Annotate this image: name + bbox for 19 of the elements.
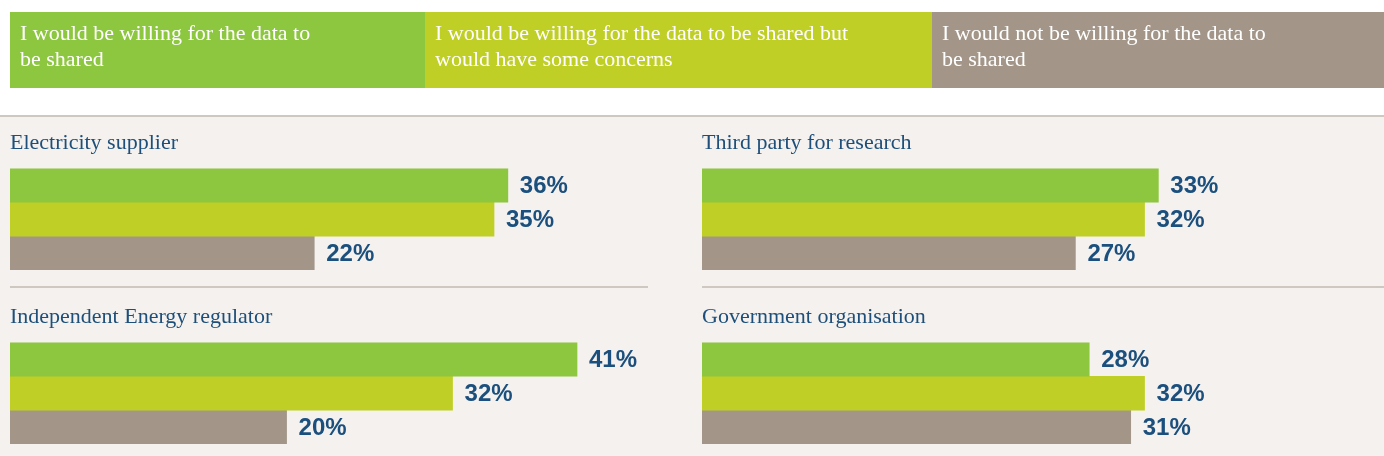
data-label: 27%: [1087, 238, 1136, 266]
chart-title: Government organisation: [702, 302, 926, 328]
chart-title: Third party for research: [702, 128, 912, 154]
chart-title: Electricity supplier: [10, 128, 179, 154]
data-label: 20%: [298, 412, 347, 440]
data-label: 36%: [519, 170, 568, 198]
text: I would be willing for the data to be shared but would have some concerns: [425, 12, 932, 88]
data-label: 28%: [1101, 344, 1150, 372]
data-label: 32%: [1156, 378, 1205, 406]
data-label: 22%: [326, 238, 375, 266]
data-label: 33%: [1170, 170, 1219, 198]
data-label: 32%: [1156, 204, 1205, 232]
text: I would be willing for the data to be shared: [10, 12, 425, 88]
data-label: 31%: [1142, 412, 1191, 440]
data-label: 41%: [589, 344, 638, 372]
chart-title: Independent Energy regulator: [10, 302, 273, 328]
text: I would not be willing for the data to be shared: [932, 12, 1384, 88]
data-label: 32%: [464, 378, 513, 406]
data-label: 35%: [506, 204, 555, 232]
